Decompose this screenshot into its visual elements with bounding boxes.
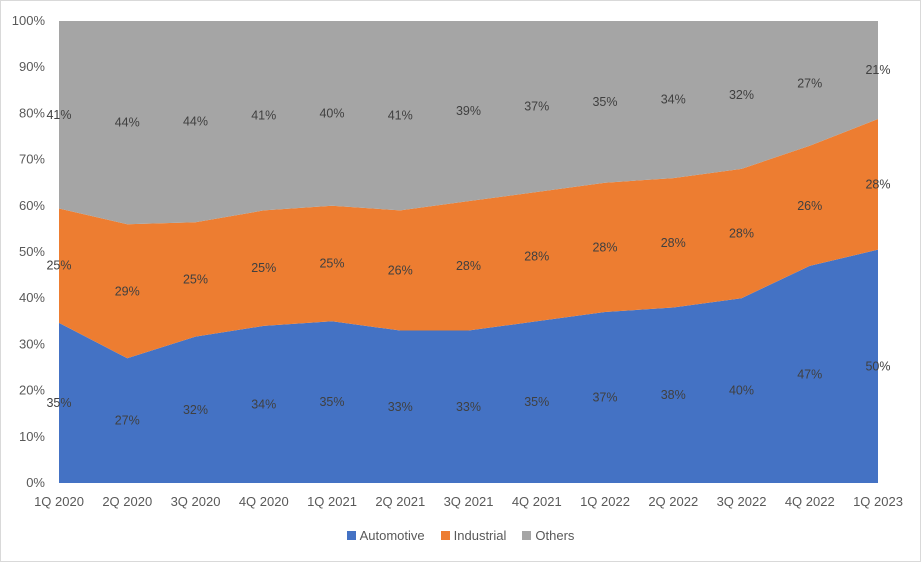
data-label-others: 41% [251, 109, 276, 123]
data-label-automotive: 34% [251, 397, 276, 411]
x-tick-label: 2Q 2020 [102, 494, 152, 509]
y-tick-label: 40% [19, 290, 45, 305]
legend-label: Industrial [453, 528, 507, 543]
legend-item-automotive: Automotive [346, 528, 425, 543]
data-label-industrial: 25% [46, 259, 71, 273]
data-label-others: 21% [865, 63, 890, 77]
legend-label: Others [535, 528, 575, 543]
area-industrial [59, 119, 878, 359]
data-label-others: 34% [661, 93, 686, 107]
data-label-industrial: 28% [729, 227, 754, 241]
x-tick-label: 1Q 2022 [580, 494, 630, 509]
data-label-automotive: 33% [388, 400, 413, 414]
data-label-others: 41% [388, 109, 413, 123]
x-tick-label: 1Q 2023 [853, 494, 903, 509]
data-label-industrial: 29% [115, 284, 140, 298]
x-tick-label: 3Q 2022 [717, 494, 767, 509]
legend-item-industrial: Industrial [440, 528, 507, 543]
y-tick-label: 50% [19, 244, 45, 259]
stacked-area-chart: 0% 10% 20% 30% 40% 50% 60% 70% 80% 90% 100% 1Q 202… [12, 13, 903, 509]
y-tick-label: 70% [19, 152, 45, 167]
y-tick-label: 60% [19, 198, 45, 213]
x-tick-label: 4Q 2020 [239, 494, 289, 509]
y-tick-label: 90% [19, 59, 45, 74]
data-label-automotive: 47% [797, 367, 822, 381]
data-label-automotive: 27% [115, 414, 140, 428]
y-tick-label: 10% [19, 429, 45, 444]
data-label-automotive: 35% [46, 396, 71, 410]
x-axis: 1Q 2020 2Q 2020 3Q 2020 4Q 2020 1Q 2021 2Q 20… [34, 494, 903, 509]
data-label-others: 44% [183, 115, 208, 129]
data-label-industrial: 25% [251, 261, 276, 275]
x-tick-label: 4Q 2021 [512, 494, 562, 509]
data-label-automotive: 50% [865, 359, 890, 373]
x-tick-label: 1Q 2021 [307, 494, 357, 509]
data-label-automotive: 37% [592, 391, 617, 405]
data-label-others: 32% [729, 88, 754, 102]
data-label-others: 40% [319, 106, 344, 120]
data-labels: 35% 27% 32% 34% 35% 33% 33% 35% 37% 38% 40% 47% 50% 2… [46, 63, 890, 428]
area-layer [59, 21, 878, 483]
x-tick-label: 2Q 2022 [648, 494, 698, 509]
legend: Automotive Industrial Others [1, 528, 920, 543]
data-label-industrial: 26% [388, 263, 413, 277]
area-others [59, 21, 878, 225]
data-label-others: 41% [46, 108, 71, 122]
data-label-others: 39% [456, 104, 481, 118]
legend-swatch [522, 531, 532, 540]
data-label-others: 35% [592, 95, 617, 109]
legend-swatch [346, 531, 356, 540]
x-tick-label: 3Q 2021 [444, 494, 494, 509]
y-tick-label: 0% [26, 475, 45, 490]
legend-item-others: Others [522, 528, 574, 543]
data-label-industrial: 25% [183, 272, 208, 286]
y-axis: 0% 10% 20% 30% 40% 50% 60% 70% 80% 90% 100% [12, 13, 46, 490]
x-tick-label: 4Q 2022 [785, 494, 835, 509]
data-label-automotive: 33% [456, 400, 481, 414]
data-label-industrial: 28% [661, 236, 686, 250]
data-label-industrial: 28% [524, 250, 549, 264]
y-tick-label: 30% [19, 336, 45, 351]
data-label-others: 27% [797, 76, 822, 90]
data-label-industrial: 28% [865, 177, 890, 191]
y-tick-label: 80% [19, 105, 45, 120]
area-automotive [59, 249, 878, 483]
data-label-automotive: 35% [319, 395, 344, 409]
y-tick-label: 20% [19, 383, 45, 398]
data-label-automotive: 35% [524, 395, 549, 409]
data-label-others: 37% [524, 99, 549, 113]
legend-label: Automotive [359, 528, 425, 543]
data-label-automotive: 38% [661, 388, 686, 402]
data-label-industrial: 28% [456, 259, 481, 273]
x-tick-label: 3Q 2020 [171, 494, 221, 509]
x-tick-label: 2Q 2021 [375, 494, 425, 509]
data-label-industrial: 26% [797, 199, 822, 213]
data-label-automotive: 32% [183, 403, 208, 417]
x-tick-label: 1Q 2020 [34, 494, 84, 509]
data-label-industrial: 25% [319, 257, 344, 271]
data-label-automotive: 40% [729, 384, 754, 398]
y-tick-label: 100% [12, 13, 46, 28]
legend-swatch [440, 531, 450, 540]
data-label-others: 44% [115, 116, 140, 130]
data-label-industrial: 28% [592, 240, 617, 254]
